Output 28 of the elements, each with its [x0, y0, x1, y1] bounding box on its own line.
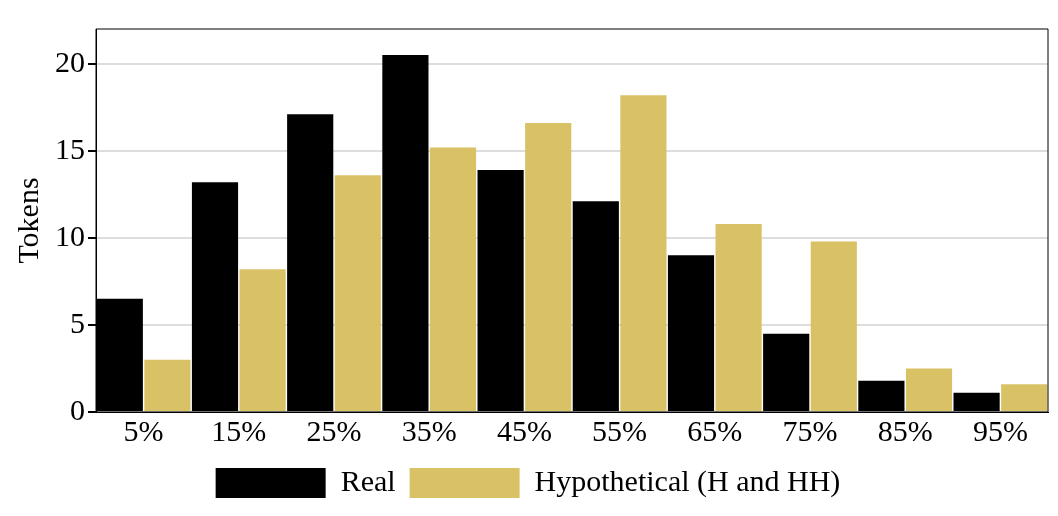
y-tick-label: 20	[55, 44, 85, 78]
y-tick-label: 0	[70, 392, 85, 426]
x-tick-label: 75%	[782, 413, 838, 447]
bar	[239, 269, 286, 411]
x-tick-label: 95%	[972, 413, 1028, 447]
x-tick-label: 55%	[592, 413, 648, 447]
x-tick-label: 45%	[496, 413, 552, 447]
y-tick-label: 5	[70, 305, 85, 339]
bar	[334, 175, 381, 411]
bar	[1001, 384, 1048, 411]
x-tick-label: 5%	[123, 413, 164, 447]
bar	[810, 241, 857, 411]
y-axis-title: Tokens	[10, 177, 44, 264]
x-tick-label: 15%	[211, 413, 267, 447]
legend-label: Real	[340, 463, 396, 497]
bar	[525, 123, 572, 411]
bar	[620, 95, 667, 411]
bar	[144, 359, 191, 411]
legend-label: Hypothetical (H and HH)	[534, 463, 841, 498]
x-tick-label: 35%	[401, 413, 457, 447]
x-tick-label: 25%	[306, 413, 362, 447]
x-tick-label: 65%	[687, 413, 743, 447]
y-tick-label: 15	[55, 131, 85, 165]
bar	[905, 368, 953, 411]
bar	[429, 147, 477, 411]
y-tick-label: 10	[55, 218, 85, 252]
x-tick-label: 85%	[877, 413, 933, 447]
bar	[715, 223, 762, 411]
